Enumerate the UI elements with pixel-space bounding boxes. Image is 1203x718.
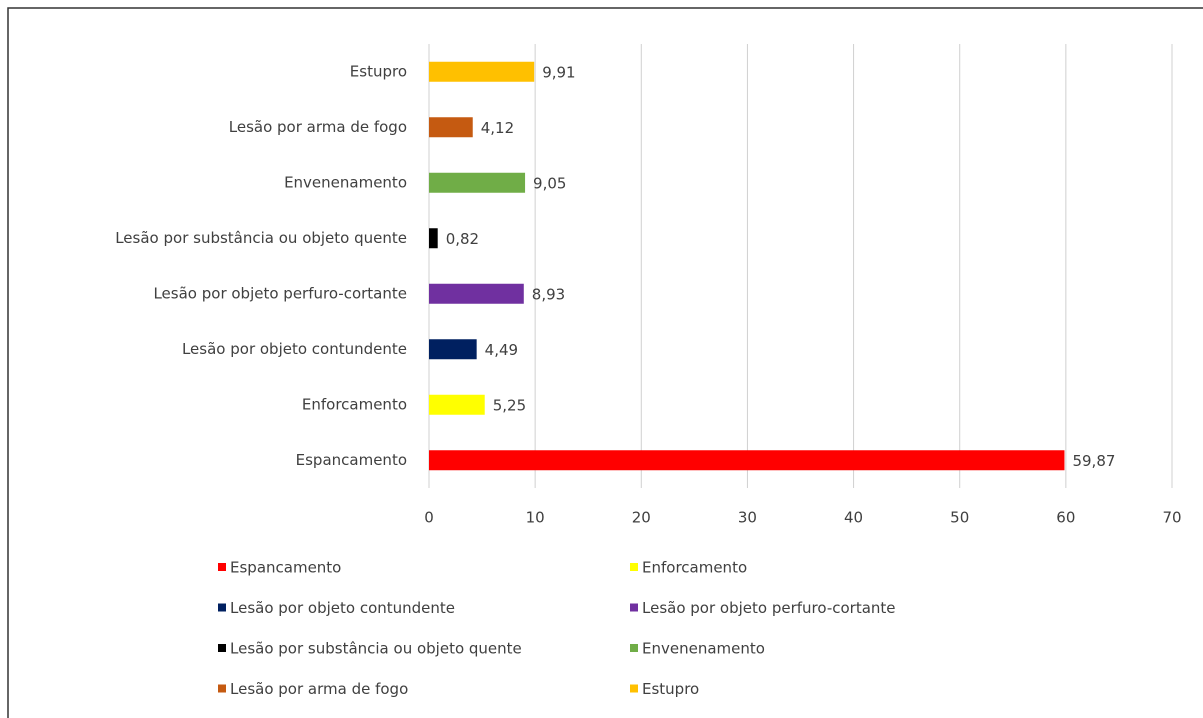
data-label: 9,05 (533, 174, 566, 192)
legend-swatch (218, 684, 226, 693)
y-tick-label: Espancamento (296, 451, 407, 469)
x-tick-label: 10 (526, 509, 545, 527)
data-label: 4,12 (481, 119, 514, 137)
chart-frame (7, 7, 1203, 718)
legend-label: Lesão por arma de fogo (230, 680, 408, 698)
legend-swatch (218, 644, 226, 652)
x-tick-label: 50 (950, 509, 969, 527)
legend-swatch (630, 563, 638, 571)
legend-label: Lesão por objeto contundente (230, 599, 455, 617)
data-label: 9,91 (542, 63, 575, 81)
y-tick-label: Envenenamento (284, 173, 407, 191)
legend-swatch (630, 684, 638, 693)
legend-label: Espancamento (230, 559, 341, 577)
y-tick-label: Lesão por objeto contundente (182, 340, 407, 358)
legend-swatch (630, 644, 638, 652)
data-label: 59,87 (1072, 452, 1115, 470)
bar (429, 117, 473, 138)
x-tick-label: 40 (844, 509, 863, 527)
legend-label: Enforcamento (642, 559, 747, 577)
x-tick-label: 30 (738, 509, 757, 527)
y-tick-label: Estupro (350, 62, 407, 80)
bar (429, 61, 535, 82)
legend-swatch (630, 603, 638, 612)
y-tick-label: Lesão por substância ou objeto quente (115, 229, 407, 247)
bar (429, 394, 485, 415)
y-tick-label: Lesão por arma de fogo (229, 118, 407, 136)
x-tick-label: 20 (632, 509, 651, 527)
bar (429, 228, 438, 249)
bar (429, 450, 1065, 471)
bar (429, 339, 477, 360)
x-tick-label: 0 (424, 509, 434, 527)
x-tick-label: 70 (1162, 509, 1181, 527)
data-label: 4,49 (485, 341, 518, 359)
bar (429, 283, 524, 304)
x-tick-label: 60 (1056, 509, 1075, 527)
bar (429, 172, 526, 193)
data-label: 0,82 (446, 230, 479, 248)
legend-label: Envenenamento (642, 640, 765, 658)
legend-label: Lesão por substância ou objeto quente (230, 640, 522, 658)
legend-label: Estupro (642, 680, 699, 698)
data-label: 5,25 (493, 396, 526, 414)
y-tick-label: Enforcamento (302, 395, 407, 413)
legend-label: Lesão por objeto perfuro-cortante (642, 599, 896, 617)
data-label: 8,93 (532, 285, 565, 303)
legend-swatch (218, 563, 226, 571)
y-tick-label: Lesão por objeto perfuro-cortante (153, 284, 407, 302)
legend-swatch (218, 603, 226, 612)
